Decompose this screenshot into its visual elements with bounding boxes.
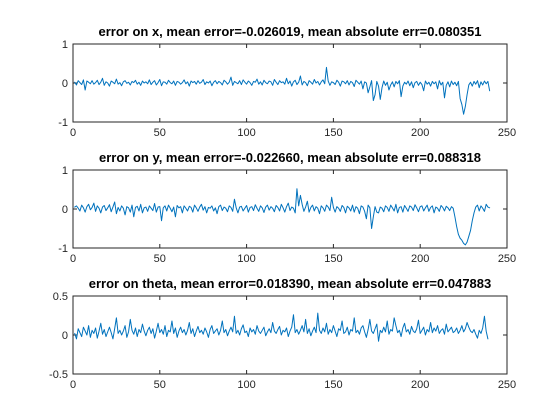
x-tick-label: 200 xyxy=(411,253,429,265)
x-tick-label: 100 xyxy=(237,379,255,391)
y-tick-label: 0 xyxy=(62,330,68,342)
x-tick-label: 50 xyxy=(154,127,166,139)
y-tick-label: 1 xyxy=(62,165,68,177)
y-tick-label: 0.5 xyxy=(53,291,68,303)
x-tick-label: 50 xyxy=(154,379,166,391)
series-line xyxy=(74,188,491,246)
subplot-title: error on x, mean error=-0.026019, mean a… xyxy=(99,24,482,39)
x-tick-label: 150 xyxy=(324,127,342,139)
x-tick-label: 250 xyxy=(498,253,516,265)
x-tick-label: 0 xyxy=(70,253,76,265)
x-tick-label: 250 xyxy=(498,379,516,391)
series-line xyxy=(74,66,491,115)
x-tick-label: 0 xyxy=(70,379,76,391)
x-tick-label: 100 xyxy=(237,253,255,265)
subplot-3: error on theta, mean error=0.018390, mea… xyxy=(49,276,516,391)
x-tick-label: 0 xyxy=(70,127,76,139)
y-tick-label: -1 xyxy=(58,117,68,129)
y-tick-label: 1 xyxy=(62,39,68,51)
subplot-1: error on x, mean error=-0.026019, mean a… xyxy=(58,24,516,139)
y-tick-label: -0.5 xyxy=(49,369,68,381)
y-tick-label: 0 xyxy=(62,78,68,90)
subplot-title: error on theta, mean error=0.018390, mea… xyxy=(89,276,492,291)
subplot-2: error on y, mean error=-0.022660, mean a… xyxy=(58,150,516,265)
subplot-title: error on y, mean error=-0.022660, mean a… xyxy=(99,150,481,165)
y-tick-label: -1 xyxy=(58,243,68,255)
x-tick-label: 50 xyxy=(154,253,166,265)
y-tick-label: 0 xyxy=(62,204,68,216)
x-tick-label: 250 xyxy=(498,127,516,139)
x-tick-label: 200 xyxy=(411,127,429,139)
x-tick-label: 200 xyxy=(411,379,429,391)
x-tick-label: 100 xyxy=(237,127,255,139)
x-tick-label: 150 xyxy=(324,253,342,265)
x-tick-label: 150 xyxy=(324,379,342,391)
series-line xyxy=(74,312,489,342)
